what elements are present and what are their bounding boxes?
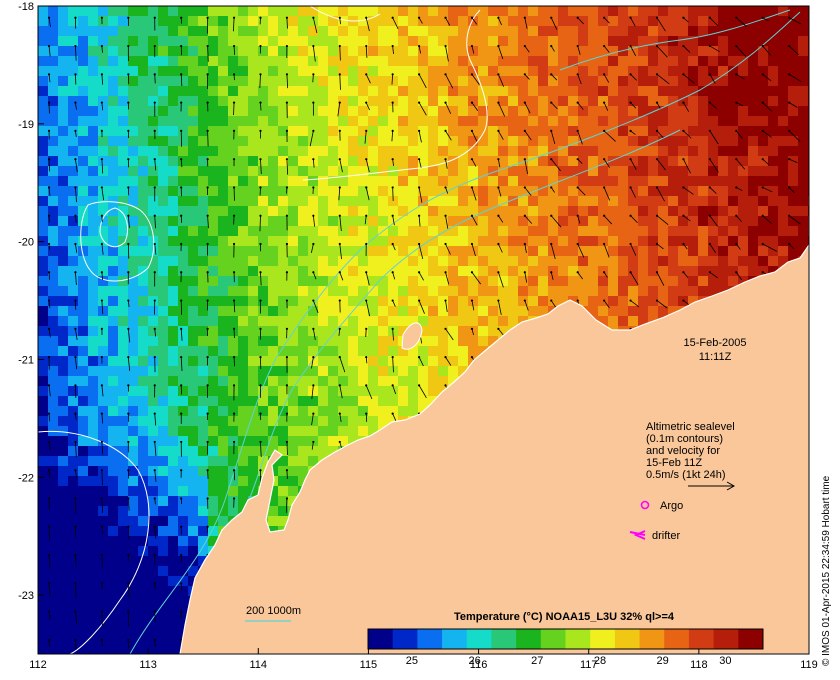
colorbar-cell xyxy=(565,629,591,649)
drifter-label: drifter xyxy=(652,530,680,542)
colorbar-tick-label: 27 xyxy=(531,655,543,667)
colorbar-frame xyxy=(367,628,764,650)
colorbar-title: Temperature (°C) NOAA15_L3U 32% ql>=4 xyxy=(454,611,675,623)
lat-tick-label: -22 xyxy=(18,472,34,484)
lat-tick-label: -20 xyxy=(18,237,34,249)
argo-marker-icon xyxy=(640,500,650,510)
map-time: 11:11Z xyxy=(699,351,732,363)
colorbar-cell xyxy=(491,629,517,649)
lon-tick-label: 118 xyxy=(690,659,708,671)
colorbar-cell xyxy=(392,629,418,649)
colorbar-cell xyxy=(417,629,443,649)
colorbar-cell xyxy=(516,629,542,649)
scale-vector-arrowhead-icon xyxy=(726,481,736,491)
map-date: 15-Feb-2005 xyxy=(684,337,747,349)
plot-area xyxy=(38,6,809,654)
altimetry-line-2: (0.1m contours) xyxy=(646,433,723,445)
lon-tick-label: 113 xyxy=(139,659,157,671)
lon-tick-label: 114 xyxy=(250,659,268,671)
latitude-axis: -18 -19 -20 -21 -22 -23 xyxy=(18,1,44,602)
colorbar-tick-label: 29 xyxy=(657,655,669,667)
lat-tick-label: -21 xyxy=(18,354,34,366)
colorbar-ticks: 25 26 27 28 29 30 xyxy=(406,655,732,667)
colorbar-cell xyxy=(713,629,739,649)
colorbar-tick-label: 30 xyxy=(719,655,731,667)
argo-label: Argo xyxy=(660,500,683,512)
lon-tick-label: 115 xyxy=(360,659,378,671)
colorbar-cell xyxy=(688,629,715,649)
colorbar-cell xyxy=(540,629,566,649)
altimetry-line-4: 15-Feb 11Z xyxy=(646,457,702,469)
isobath-legend-label: 200 1000m xyxy=(246,605,301,617)
colorbar-cell xyxy=(639,629,665,649)
colorbar-cell xyxy=(368,629,394,649)
island xyxy=(401,322,423,350)
plot-frame xyxy=(37,5,810,655)
altimetry-line-1: Altimetric sealevel xyxy=(646,421,735,433)
colorbar-cell xyxy=(466,629,492,649)
lat-tick-label: -18 xyxy=(18,1,34,13)
lon-tick-label: 112 xyxy=(29,659,47,671)
colorbar-tick-label: 28 xyxy=(594,655,606,667)
altimetry-line-5: 0.5m/s (1kt 24h) xyxy=(646,469,725,481)
land-mass xyxy=(179,243,809,654)
colorbar-cells xyxy=(368,629,764,649)
colorbar-cell xyxy=(442,629,468,649)
altimetry-line-3: and velocity for xyxy=(646,445,720,457)
drifter-marker-icon xyxy=(629,530,646,540)
lat-tick-label: -19 xyxy=(18,119,34,131)
colorbar-cell xyxy=(614,629,641,649)
lon-tick-label: 116 xyxy=(470,659,488,671)
lon-tick-label: 119 xyxy=(800,659,818,671)
lon-tick-label: 117 xyxy=(580,659,598,671)
lat-tick-label: -23 xyxy=(18,590,34,602)
colorbar: Temperature (°C) NOAA15_L3U 32% ql>=4 25… xyxy=(367,611,764,667)
imos-credit: © IMOS 01-Apr-2015 22:34:59 Hobart time xyxy=(821,475,832,666)
colorbar-cell xyxy=(664,629,690,649)
colorbar-cell xyxy=(738,629,764,649)
altimetry-legend: Altimetric sealevel (0.1m contours) and … xyxy=(646,421,736,491)
colorbar-tick-label: 25 xyxy=(406,655,418,667)
colorbar-cell xyxy=(590,629,616,649)
colorbar-tick-label: 26 xyxy=(468,655,480,667)
